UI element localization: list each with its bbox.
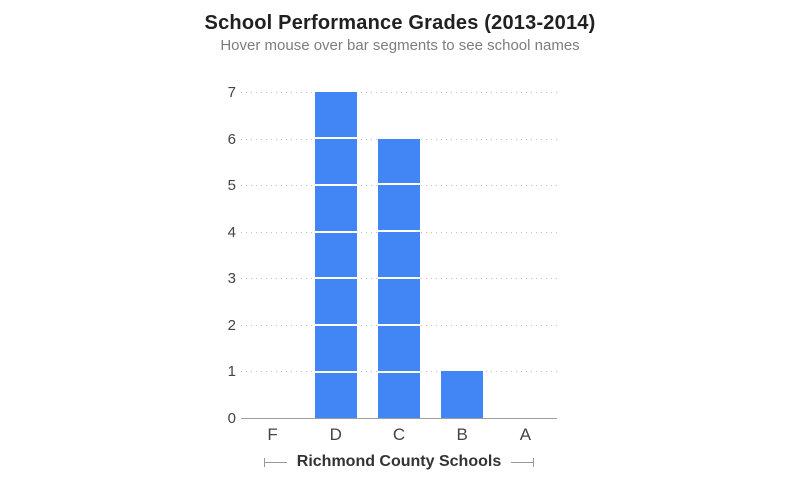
y-tick-label-6: 6 xyxy=(227,130,236,148)
bar-segment-C-6[interactable] xyxy=(378,138,420,186)
y-tick-label-5: 5 xyxy=(227,177,236,195)
x-category-label-F: F xyxy=(267,425,278,444)
x-category-label-D: D xyxy=(329,425,342,444)
x-axis-title-row: Richmond County Schools xyxy=(241,451,557,473)
bar-segment-C-3[interactable] xyxy=(378,279,420,327)
y-tick-label-7: 7 xyxy=(227,84,236,101)
bar-segment-D-6[interactable] xyxy=(314,138,357,186)
bar-segment-D-5[interactable] xyxy=(314,185,357,233)
bar-segment-D-3[interactable] xyxy=(314,279,357,327)
axis-range-right-tick-icon xyxy=(511,457,535,467)
bar-segment-C-5[interactable] xyxy=(378,185,420,233)
bar-segment-D-1[interactable] xyxy=(314,373,357,419)
chart-title: School Performance Grades (2013-2014) xyxy=(204,12,596,34)
y-tick-label-1: 1 xyxy=(227,363,236,381)
y-tick-label-3: 3 xyxy=(227,270,236,288)
x-category-label-B: B xyxy=(456,425,468,444)
bar-segment-C-1[interactable] xyxy=(378,373,420,419)
x-axis-line xyxy=(241,418,557,419)
y-tick-label-0: 0 xyxy=(227,410,236,427)
bar-segment-C-2[interactable] xyxy=(378,326,420,374)
chart-subtitle: Hover mouse over bar segments to see sch… xyxy=(220,37,580,54)
x-category-label-A: A xyxy=(519,425,532,444)
bar-C[interactable] xyxy=(378,138,420,419)
plot-area xyxy=(241,92,557,419)
bar-segment-D-7[interactable] xyxy=(314,92,357,139)
gridline-y7 xyxy=(241,92,557,93)
bar-B[interactable] xyxy=(441,371,484,418)
x-axis-title: Richmond County Schools xyxy=(296,453,502,470)
bar-segment-B-1[interactable] xyxy=(441,371,484,418)
y-tick-label-4: 4 xyxy=(227,223,236,241)
x-category-label-C: C xyxy=(392,425,406,444)
axis-range-left-tick-icon xyxy=(263,457,287,467)
bar-segment-C-4[interactable] xyxy=(378,232,420,280)
bar-segment-D-2[interactable] xyxy=(314,326,357,374)
bar-segment-D-4[interactable] xyxy=(314,232,357,280)
bar-D[interactable] xyxy=(314,92,357,419)
y-tick-label-2: 2 xyxy=(227,316,236,334)
